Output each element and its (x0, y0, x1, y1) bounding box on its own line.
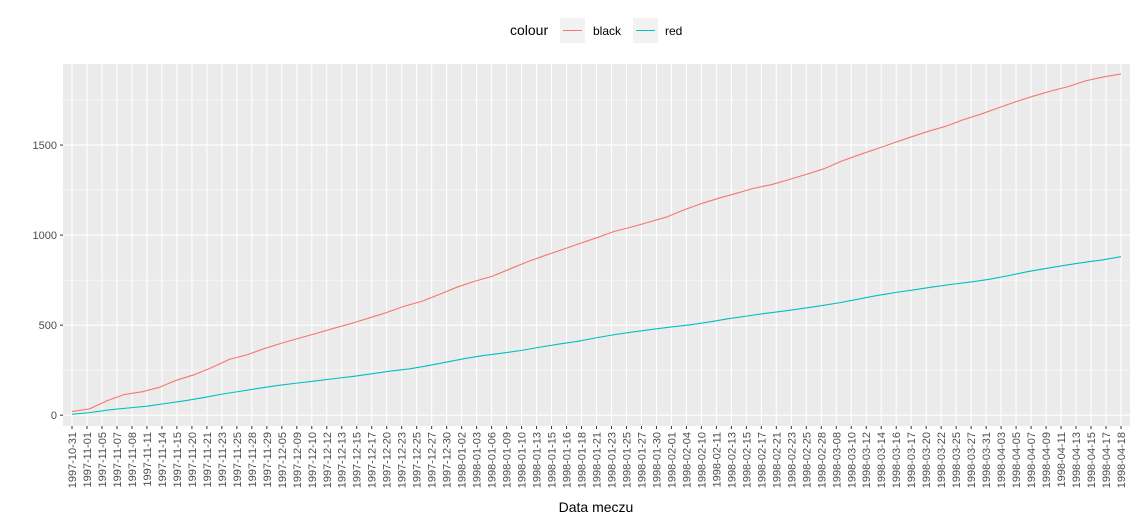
x-tick-label: 1998-04-13 (1071, 432, 1083, 488)
x-tick-label: 1997-11-07 (112, 432, 124, 487)
x-tick-label: 1998-01-18 (577, 432, 589, 488)
x-tick-label: 1998-03-25 (951, 432, 963, 488)
x-tick-label: 1997-12-13 (337, 432, 349, 488)
x-tick-label: 1998-04-09 (1041, 432, 1053, 488)
x-tick-label: 1997-12-09 (292, 432, 304, 488)
x-tick-label: 1997-12-17 (367, 432, 379, 488)
x-tick-label: 1998-03-08 (831, 432, 843, 488)
x-tick-label: 1997-12-23 (397, 432, 409, 488)
x-tick-label: 1997-12-30 (442, 432, 454, 488)
x-tick-label: 1998-03-27 (966, 432, 978, 488)
x-tick-label: 1998-02-01 (666, 432, 678, 488)
x-tick-label: 1998-01-21 (592, 432, 604, 488)
x-tick-label: 1998-01-06 (487, 432, 499, 488)
x-tick-label: 1997-11-28 (247, 432, 259, 487)
x-tick-label: 1997-11-29 (262, 432, 274, 487)
x-tick-label: 1998-04-11 (1056, 432, 1068, 487)
x-tick-label: 1998-04-03 (996, 432, 1008, 488)
x-tick-label: 1998-02-10 (696, 432, 708, 488)
x-tick-label: 1998-02-23 (786, 432, 798, 488)
x-tick-label: 1998-01-10 (517, 432, 529, 488)
x-tick-label: 1997-11-14 (157, 432, 169, 487)
x-tick-label: 1998-01-23 (606, 432, 618, 488)
x-tick-label: 1998-02-15 (741, 432, 753, 488)
legend-label-red: red (665, 24, 682, 38)
x-tick-label: 1997-11-08 (127, 432, 139, 487)
x-tick-label: 1998-01-15 (547, 432, 559, 488)
x-tick-label: 1998-01-03 (472, 432, 484, 488)
x-tick-label: 1998-03-22 (936, 432, 948, 488)
legend-title: colour (510, 22, 548, 38)
x-tick-label: 1998-03-10 (846, 432, 858, 488)
x-tick-label: 1998-01-16 (562, 432, 574, 488)
x-tick-label: 1998-01-27 (636, 432, 648, 488)
x-axis-title: Data meczu (559, 499, 634, 515)
x-tick-label: 1998-03-20 (921, 432, 933, 488)
x-tick-label: 1997-11-05 (97, 432, 109, 487)
x-tick-label: 1998-01-09 (502, 432, 514, 488)
grid (63, 64, 1130, 426)
x-tick-label: 1998-02-11 (711, 432, 723, 487)
x-tick-label: 1998-01-02 (457, 432, 469, 488)
x-tick-label: 1998-02-04 (681, 432, 693, 488)
x-tick-label: 1997-11-20 (187, 432, 199, 487)
x-tick-label: 1998-02-13 (726, 432, 738, 488)
x-axis: 1997-10-31 1997-11-01 1997-11-05 1997-11-07… (67, 426, 1128, 488)
x-tick-label: 1997-12-27 (427, 432, 439, 488)
series-layer (71, 73, 1122, 415)
x-tick-label: 1998-01-30 (651, 432, 663, 488)
x-tick-label: 1998-03-31 (981, 432, 993, 488)
x-tick-label: 1997-11-23 (217, 432, 229, 487)
x-tick-label: 1998-04-07 (1026, 432, 1038, 488)
x-tick-label: 1998-02-28 (816, 432, 828, 488)
y-axis: 0 500 1000 1500 (33, 140, 63, 422)
x-tick-label: 1997-12-12 (322, 432, 334, 488)
y-tick-label: 1000 (33, 230, 57, 242)
x-tick-label: 1998-03-17 (906, 432, 918, 488)
y-tick-label: 0 (51, 410, 57, 422)
x-tick-label: 1997-12-15 (352, 432, 364, 488)
y-tick-label: 500 (39, 320, 57, 332)
x-tick-label: 1998-03-14 (876, 432, 888, 488)
x-tick-label: 1998-01-25 (621, 432, 633, 488)
x-tick-label: 1997-12-25 (412, 432, 424, 488)
x-tick-label: 1998-04-05 (1011, 432, 1023, 488)
series-line-red (71, 256, 1122, 415)
x-tick-label: 1997-10-31 (67, 432, 79, 488)
legend: colour black red (510, 18, 682, 43)
series-line-black (71, 73, 1122, 413)
x-tick-label: 1997-11-21 (202, 432, 214, 487)
x-tick-label: 1998-03-16 (891, 432, 903, 488)
x-tick-label: 1997-12-05 (277, 432, 289, 488)
x-tick-label: 1997-11-01 (82, 432, 94, 487)
x-tick-label: 1998-04-17 (1101, 432, 1113, 488)
x-tick-label: 1997-11-11 (142, 432, 154, 487)
x-tick-label: 1997-11-15 (172, 432, 184, 487)
x-tick-label: 1998-03-12 (861, 432, 873, 488)
y-tick-label: 1500 (33, 140, 57, 152)
x-tick-label: 1998-04-18 (1116, 432, 1128, 488)
x-tick-label: 1998-02-21 (771, 432, 783, 488)
x-tick-label: 1998-02-25 (801, 432, 813, 488)
x-tick-label: 1998-01-13 (532, 432, 544, 488)
x-tick-label: 1998-02-17 (756, 432, 768, 488)
x-tick-label: 1997-12-20 (382, 432, 394, 488)
legend-label-black: black (593, 24, 622, 38)
x-tick-label: 1997-12-10 (307, 432, 319, 488)
x-tick-label: 1998-04-15 (1086, 432, 1098, 488)
x-tick-label: 1997-11-25 (232, 432, 244, 487)
